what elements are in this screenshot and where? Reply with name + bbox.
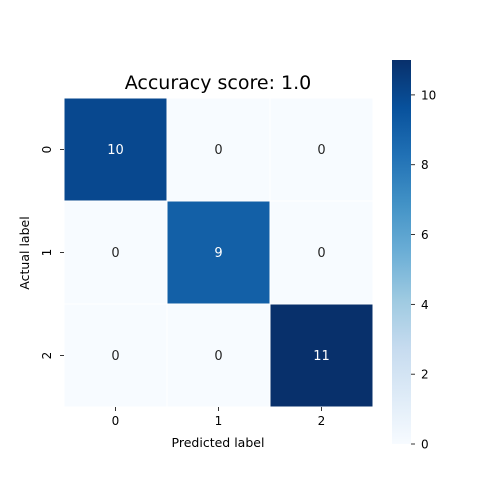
- colorbar-ticks: 0 2 4 6 8 10: [411, 88, 436, 452]
- colorbar-tick-label-1: 2: [421, 368, 429, 382]
- chart-title: Accuracy score: 1.0: [125, 72, 312, 94]
- heatmap-cell-0-1: [166, 97, 271, 202]
- x-axis-ticks: 0 1 2: [112, 407, 326, 428]
- colorbar: [392, 60, 411, 444]
- colorbar-tick-label-2: 4: [421, 298, 429, 312]
- colorbar-tick-label-5: 10: [421, 88, 436, 102]
- heatmap-cell-1-0: [63, 200, 168, 305]
- colorbar-tick-label-0: 0: [421, 438, 429, 452]
- heatmap-cell-1-1: [166, 200, 271, 305]
- x-tick-label-1: 1: [215, 414, 223, 428]
- cell-value-0-2: 0: [317, 143, 325, 158]
- heatmap-cell-0-2: [269, 97, 374, 202]
- x-tick-label-0: 0: [112, 414, 120, 428]
- heatmap-cell-0-0: [63, 97, 168, 202]
- colorbar-tick-label-4: 8: [421, 158, 429, 172]
- cell-value-1-0: 0: [111, 246, 119, 261]
- cell-value-0-1: 0: [214, 143, 222, 158]
- cell-value-2-1: 0: [214, 349, 222, 364]
- y-axis-ticks: 0 1 2: [40, 146, 64, 360]
- y-tick-label-0: 0: [40, 146, 54, 154]
- cell-value-0-0: 10: [107, 143, 124, 158]
- x-tick-label-2: 2: [318, 414, 326, 428]
- colorbar-tick-label-3: 6: [421, 228, 429, 242]
- cell-value-1-2: 0: [317, 246, 325, 261]
- cell-value-2-0: 0: [111, 349, 119, 364]
- heatmap-cells: [63, 97, 374, 408]
- y-axis-label: Actual label: [17, 216, 32, 289]
- heatmap-cell-labels: 10 0 0 0 9 0 0 0 11: [107, 143, 330, 364]
- heatmap-cell-1-2: [269, 200, 374, 305]
- heatmap-cell-2-1: [166, 303, 271, 408]
- x-axis-label: Predicted label: [172, 435, 265, 450]
- y-tick-label-2: 2: [40, 352, 54, 360]
- cell-value-1-1: 9: [214, 246, 222, 261]
- cell-value-2-2: 11: [313, 349, 330, 364]
- y-tick-label-1: 1: [40, 249, 54, 257]
